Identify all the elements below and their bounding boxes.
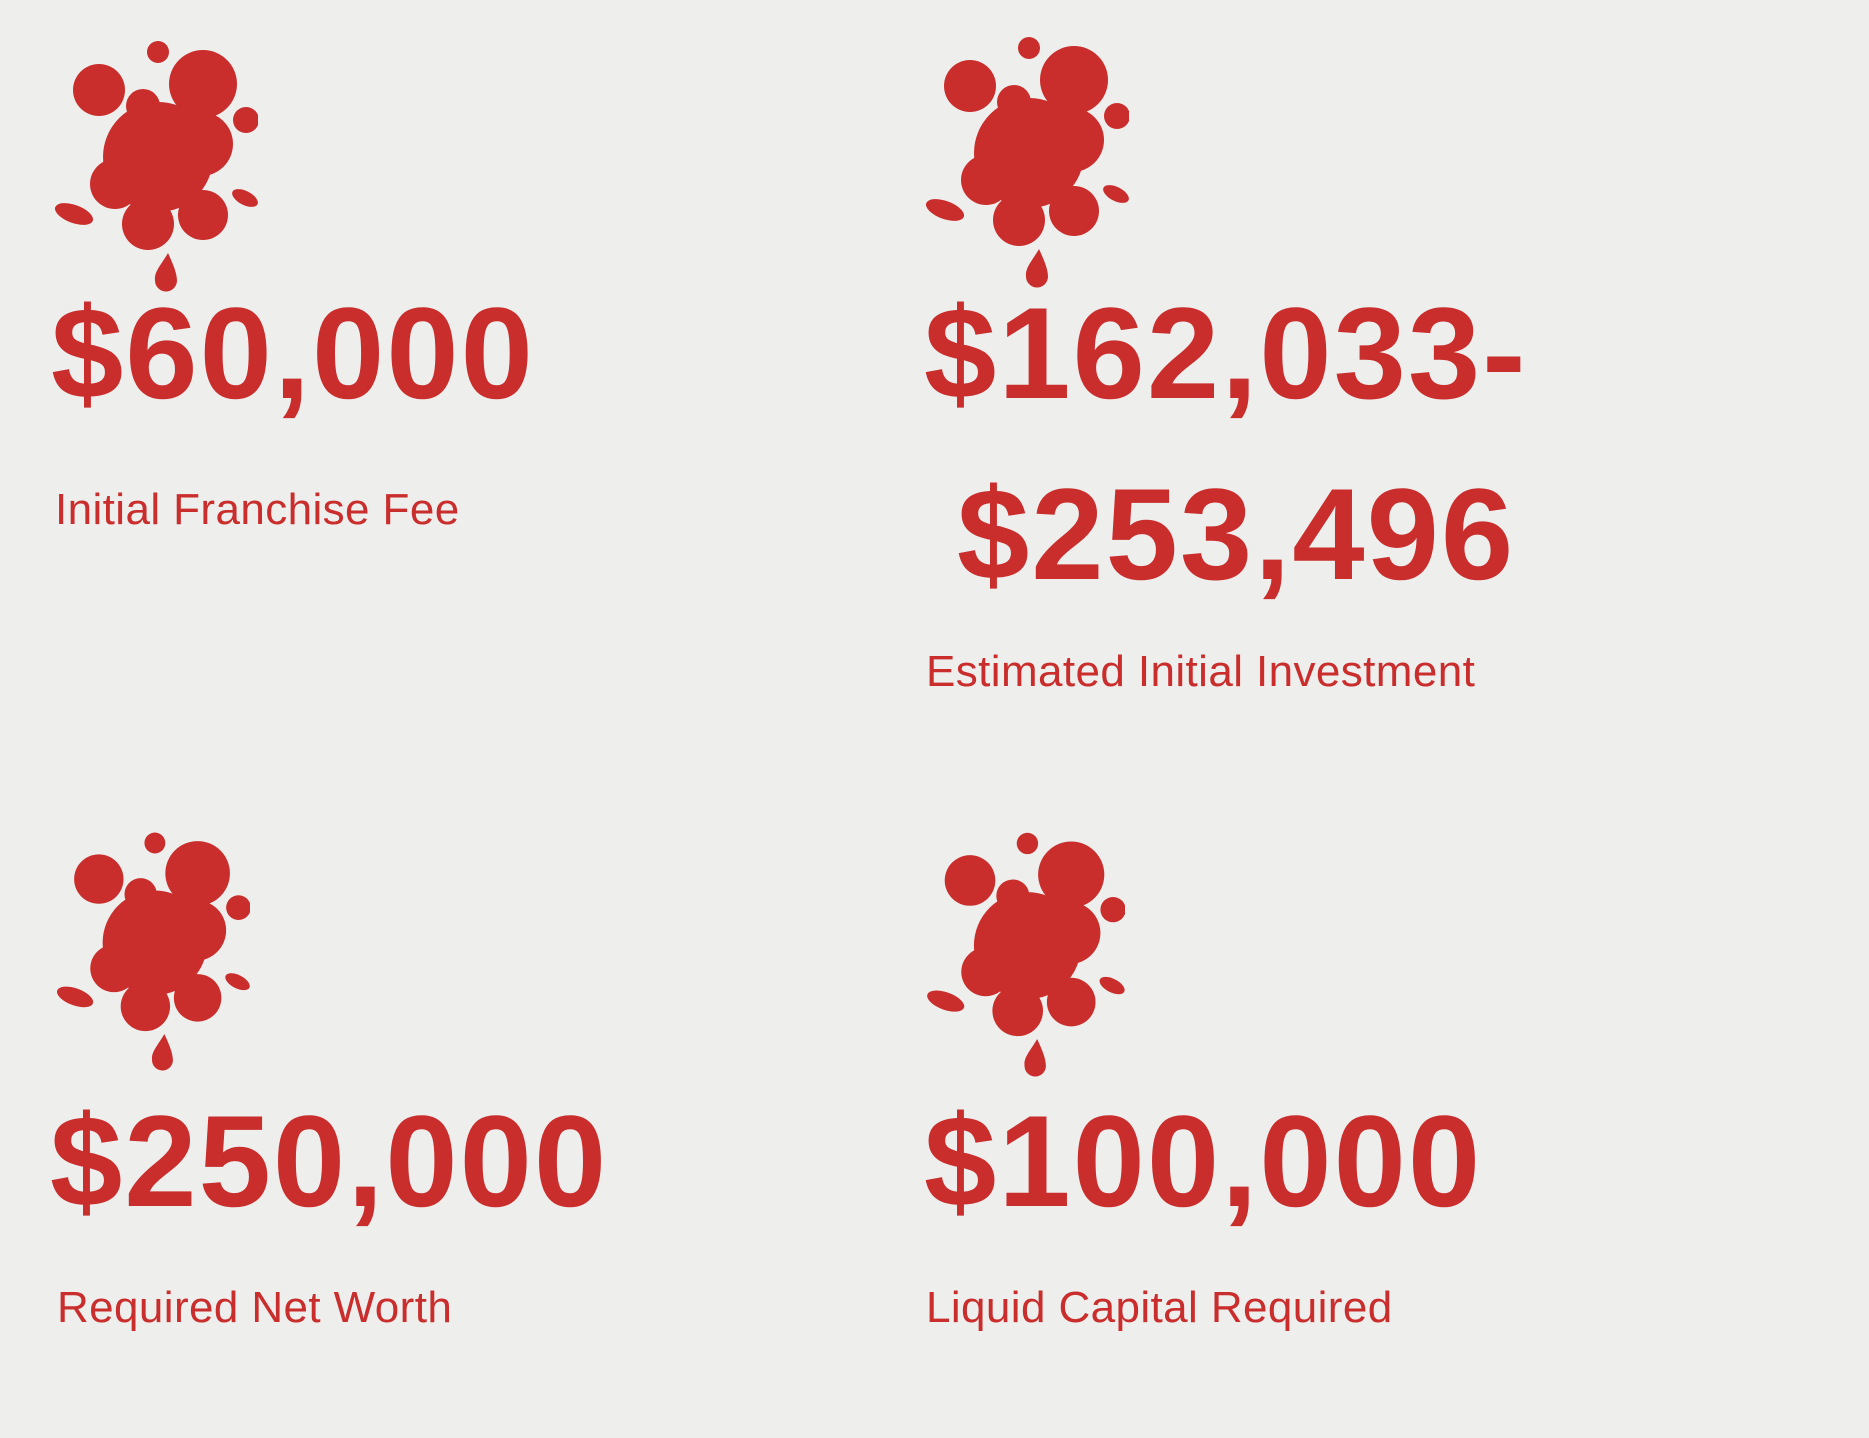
stat-value: $60,000 [51, 280, 535, 426]
stat-value-line2: $253,496 [957, 461, 1516, 607]
stat-label: Estimated Initial Investment [926, 647, 1476, 696]
paint-splatter-icon [55, 824, 250, 1071]
paint-splatter-icon [924, 28, 1129, 288]
stat-value: $100,000 [924, 1088, 1483, 1234]
stat-label: Liquid Capital Required [926, 1283, 1393, 1332]
paint-splatter-icon [925, 824, 1125, 1077]
stat-value: $250,000 [50, 1088, 609, 1234]
paint-splatter-icon [53, 32, 258, 292]
stat-value: $162,033- [924, 280, 1528, 426]
stat-label: Initial Franchise Fee [55, 485, 460, 534]
stat-label: Required Net Worth [57, 1283, 453, 1332]
